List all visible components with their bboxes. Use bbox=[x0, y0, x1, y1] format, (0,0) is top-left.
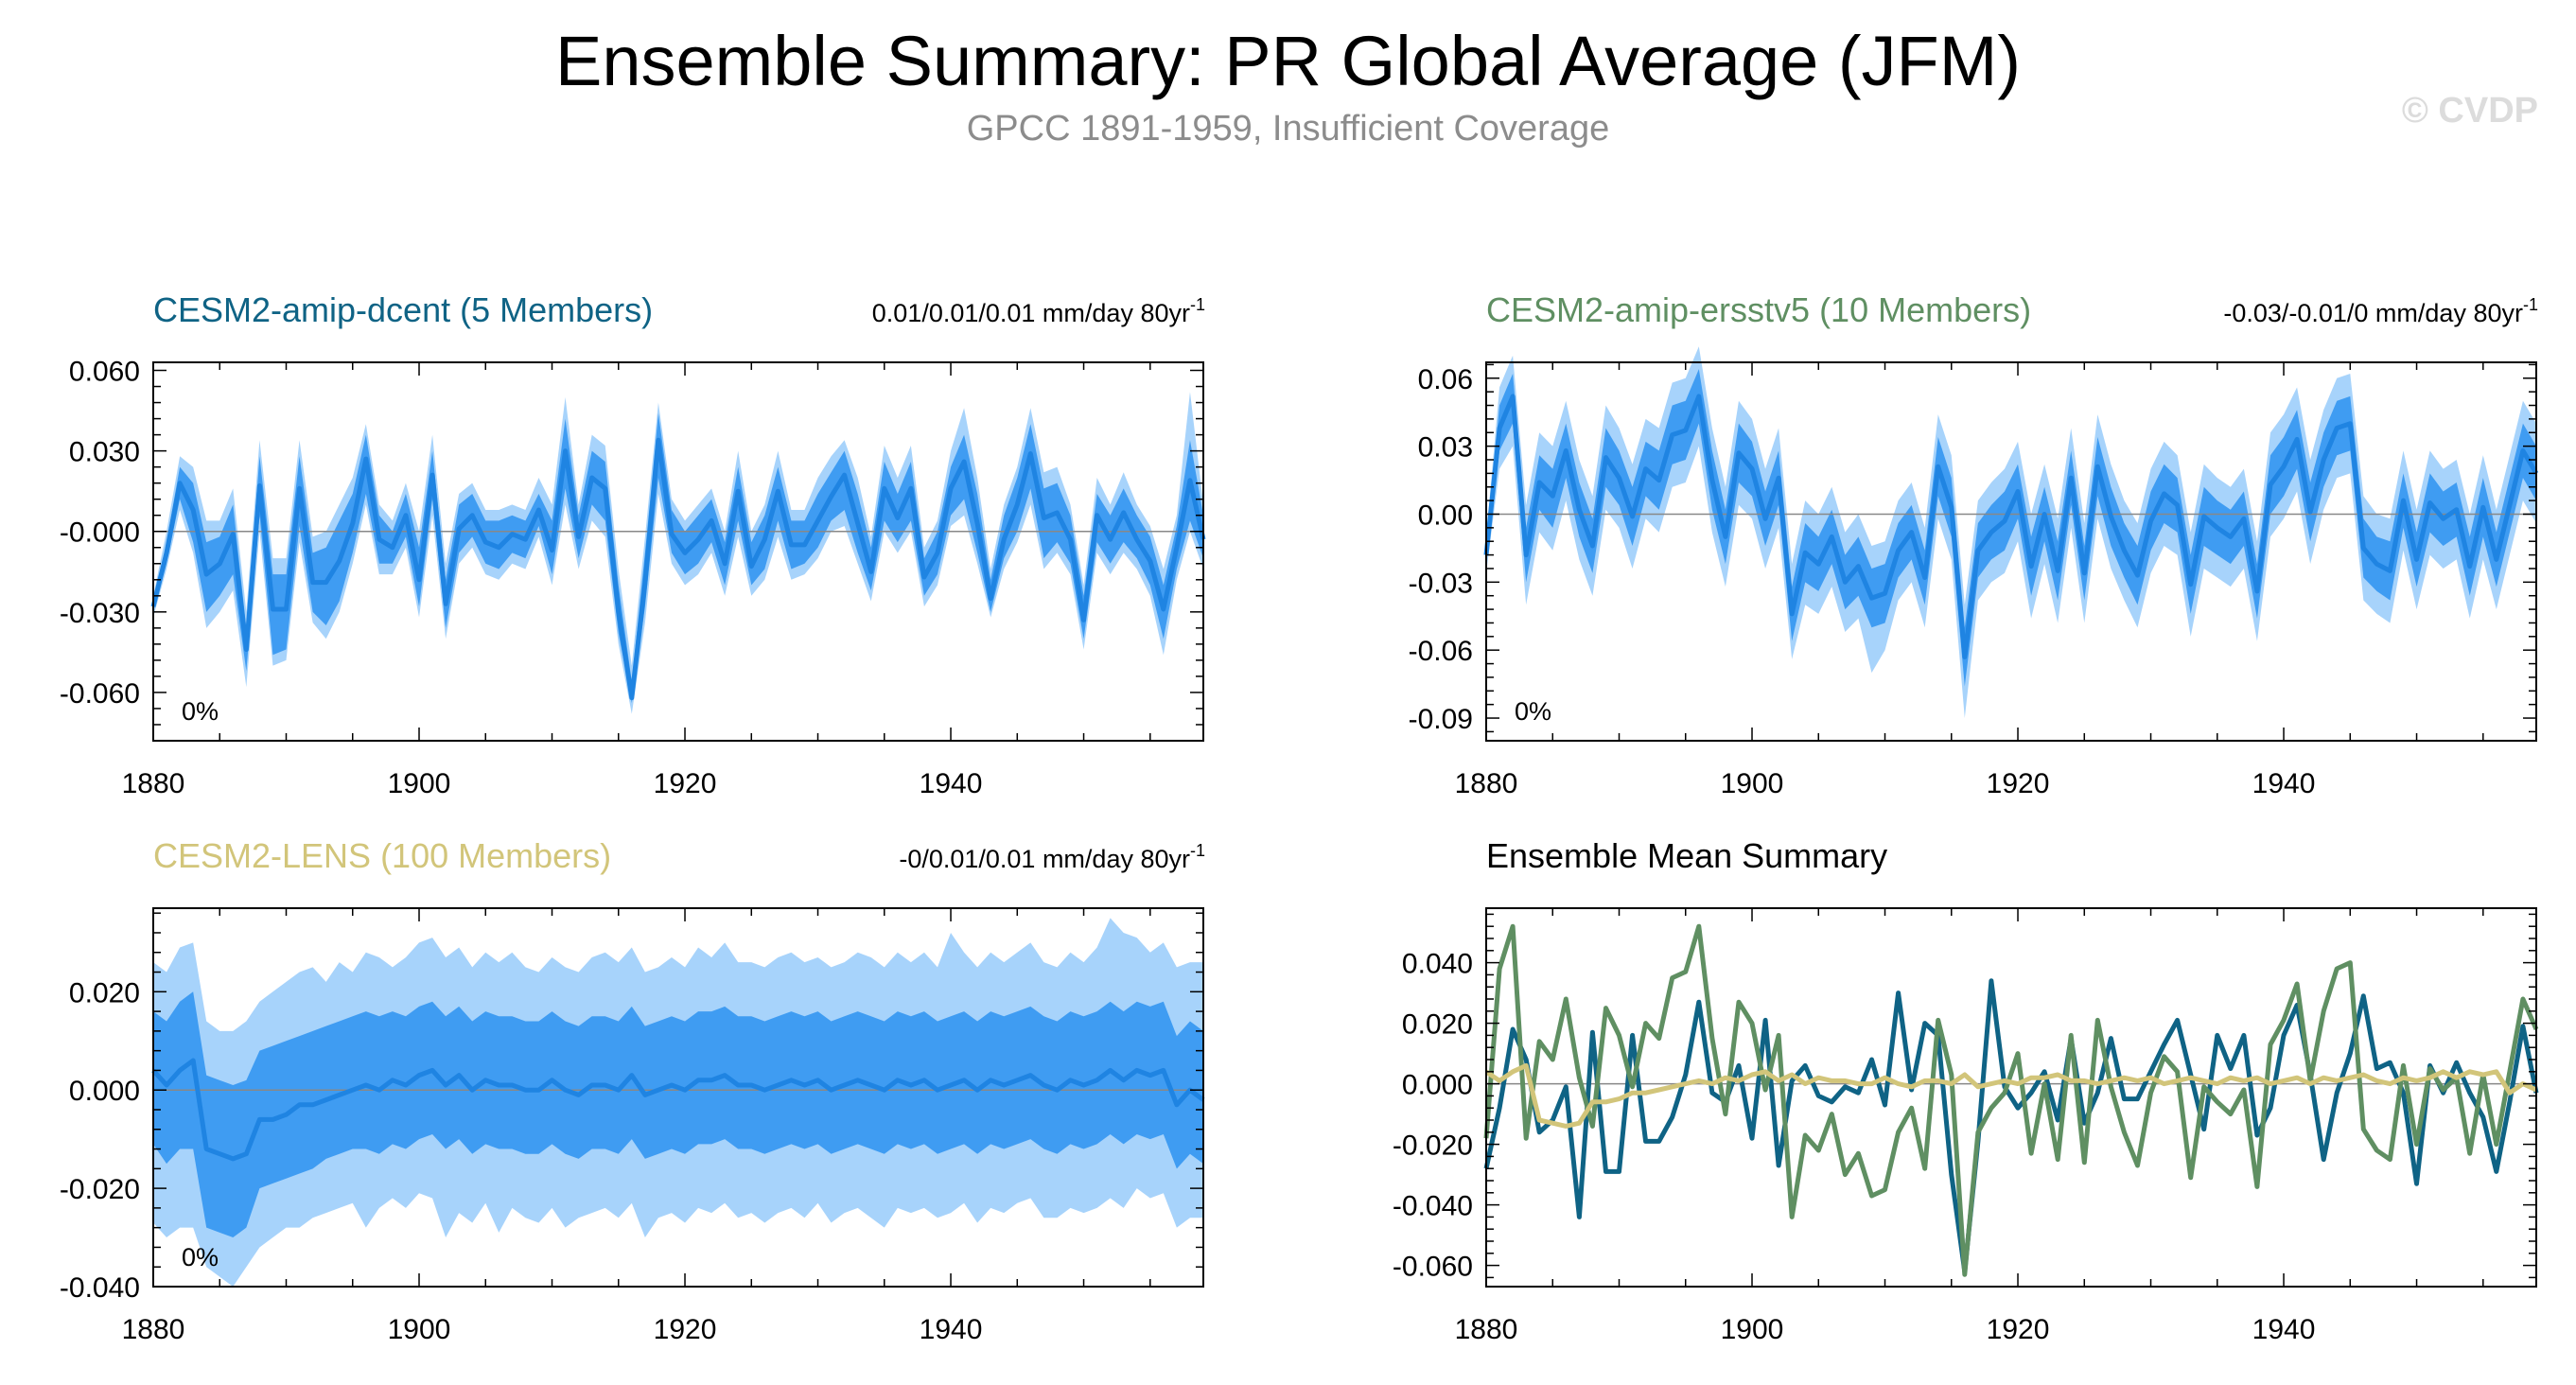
chart-panel-1: 1880 1900 1920 1940 0.060 0.030 -0.000 -0.030 -0… bbox=[60, 290, 1206, 799]
y-tick-label: -0.03 bbox=[1409, 568, 1473, 599]
percent-label: 0% bbox=[182, 1243, 219, 1271]
y-tick-label: -0.030 bbox=[60, 598, 140, 629]
ensemble-mean-line bbox=[150, 437, 1206, 701]
y-tick-label: 0.00 bbox=[1418, 500, 1473, 531]
y-tick-label: -0.09 bbox=[1409, 704, 1473, 735]
x-tick-label: 1920 bbox=[654, 1314, 717, 1345]
ensemble-mean-line bbox=[151, 1058, 1205, 1162]
chart-panel-3: 1880 1900 1920 1940 0.020 0.000 -0.020 -0.040 CE… bbox=[60, 836, 1205, 1345]
percentile-band bbox=[153, 991, 1203, 1238]
y-tick-label: -0.040 bbox=[1393, 1191, 1473, 1222]
x-tick-label: 1940 bbox=[2252, 768, 2316, 799]
chart-panel-2: 1880 1900 1920 1940 0.06 0.03 0.00 -0.03 -0.06 -0… bbox=[1409, 290, 2539, 799]
percent-label: 0% bbox=[1515, 697, 1551, 726]
y-tick-label: 0.000 bbox=[69, 1076, 140, 1107]
y-tick-label: -0.040 bbox=[60, 1272, 140, 1304]
trend-superscript: -1 bbox=[1190, 295, 1205, 314]
page-title: Ensemble Summary: PR Global Average (JFM… bbox=[554, 22, 2022, 100]
panel-title: Ensemble Mean Summary bbox=[1486, 836, 1887, 875]
x-tick-label: 1880 bbox=[122, 1314, 185, 1345]
x-tick-label: 1900 bbox=[1721, 1314, 1784, 1345]
y-tick-label: -0.000 bbox=[60, 517, 140, 549]
chart-panel-4: 1880 1900 1920 1940 0.040 0.020 0.000 -0.020 -0.… bbox=[1393, 836, 2539, 1345]
series-line-1 bbox=[1483, 978, 2539, 1274]
x-tick-label: 1940 bbox=[920, 768, 983, 799]
series-line-3 bbox=[1484, 1062, 2538, 1129]
x-tick-label: 1920 bbox=[654, 768, 717, 799]
percent-label: 0% bbox=[182, 697, 219, 726]
y-tick-label: -0.060 bbox=[1393, 1252, 1473, 1283]
percentile-band bbox=[1486, 369, 2536, 687]
y-tick-label: -0.06 bbox=[1409, 636, 1473, 667]
x-tick-label: 1900 bbox=[388, 768, 451, 799]
y-tick-label: 0.060 bbox=[69, 357, 140, 388]
plot-frame bbox=[152, 361, 1204, 742]
x-tick-label: 1880 bbox=[1455, 1314, 1518, 1345]
page-subtitle: GPCC 1891-1959, Insufficient Coverage bbox=[966, 109, 1610, 149]
x-tick-label: 1940 bbox=[2252, 1314, 2316, 1345]
x-tick-label: 1920 bbox=[1987, 768, 2050, 799]
cvdp-watermark: © CVDP bbox=[2401, 91, 2538, 131]
series-line-2 bbox=[1483, 923, 2539, 1277]
y-tick-label: 0.040 bbox=[1402, 949, 1473, 980]
plot-frame bbox=[1485, 907, 2537, 1288]
y-tick-label: -0.020 bbox=[1393, 1131, 1473, 1162]
trend-superscript: -1 bbox=[1190, 841, 1205, 860]
panel-title: CESM2-amip-dcent (5 Members) bbox=[153, 290, 653, 329]
trend-label: -0.03/-0.01/0 mm/day 80yr-1 bbox=[2223, 295, 2538, 327]
percentile-band bbox=[153, 412, 1203, 704]
x-tick-label: 1920 bbox=[1987, 1314, 2050, 1345]
plot-frame bbox=[152, 907, 1204, 1288]
y-tick-label: 0.020 bbox=[69, 977, 140, 1008]
x-tick-label: 1880 bbox=[122, 768, 185, 799]
trend-superscript: -1 bbox=[2523, 295, 2538, 314]
panel-title: CESM2-LENS (100 Members) bbox=[153, 836, 611, 875]
y-tick-label: 0.000 bbox=[1402, 1070, 1473, 1101]
trend-label: -0/0.01/0.01 mm/day 80yr-1 bbox=[899, 841, 1205, 873]
trend-label: 0.01/0.01/0.01 mm/day 80yr-1 bbox=[872, 295, 1205, 327]
y-tick-label: 0.020 bbox=[1402, 1009, 1473, 1041]
x-tick-label: 1940 bbox=[920, 1314, 983, 1345]
y-tick-label: 0.03 bbox=[1418, 432, 1473, 464]
x-tick-label: 1900 bbox=[1721, 768, 1784, 799]
plot-frame bbox=[1485, 361, 2537, 742]
x-tick-label: 1900 bbox=[388, 1314, 451, 1345]
panel-title: CESM2-amip-ersstv5 (10 Members) bbox=[1486, 290, 2031, 329]
ensemble-mean-line bbox=[1483, 394, 2539, 659]
y-tick-label: -0.020 bbox=[60, 1174, 140, 1205]
x-tick-label: 1880 bbox=[1455, 768, 1518, 799]
y-tick-label: 0.06 bbox=[1418, 364, 1473, 395]
y-tick-label: -0.060 bbox=[60, 678, 140, 710]
y-tick-label: 0.030 bbox=[69, 437, 140, 468]
